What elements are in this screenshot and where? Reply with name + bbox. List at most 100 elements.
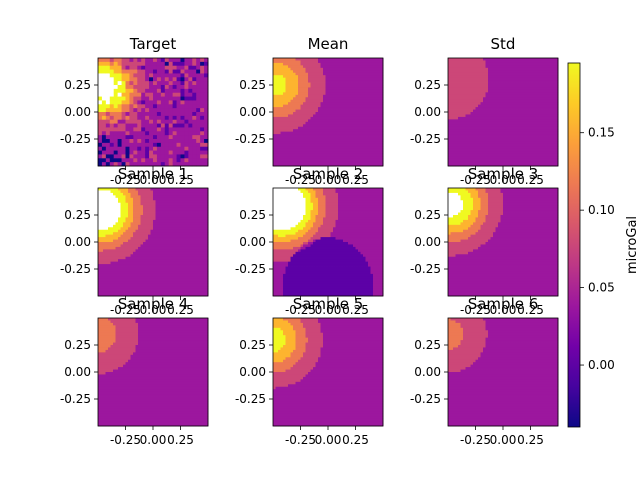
heatmap-cell (103, 190, 106, 194)
heatmap-cell (505, 89, 509, 93)
heatmap-cell (343, 77, 346, 81)
heatmap-cell (335, 126, 339, 130)
heatmap-cell (475, 143, 479, 147)
heatmap-cell (463, 146, 466, 150)
heatmap-cell (293, 158, 296, 162)
heatmap-cell (298, 116, 301, 120)
heatmap-cell (365, 104, 369, 108)
heatmap-cell (378, 129, 381, 133)
heatmap-cell (313, 75, 316, 79)
heatmap-cell (298, 94, 301, 98)
heatmap-cell (525, 151, 529, 155)
heatmap-cell (455, 107, 459, 110)
heatmap-cell (485, 82, 489, 86)
heatmap-cell (300, 94, 304, 98)
heatmap-cell (503, 126, 506, 130)
heatmap-cell (485, 60, 489, 64)
heatmap-cell (315, 148, 319, 152)
heatmap-cell (325, 75, 329, 79)
heatmap-cell (113, 207, 116, 211)
heatmap-cell (164, 58, 170, 63)
heatmap-cell (303, 124, 306, 128)
heatmap-cell (448, 151, 451, 155)
heatmap-cell (335, 85, 339, 88)
heatmap-cell (505, 80, 509, 83)
heatmap-cell (465, 116, 469, 120)
heatmap-cell (305, 119, 309, 123)
heatmap-cell (360, 75, 364, 79)
heatmap-cell (280, 97, 284, 101)
heatmap-cell (288, 85, 291, 88)
heatmap-cell (525, 161, 529, 164)
heatmap-cell (333, 97, 336, 101)
heatmap-cell (280, 87, 284, 91)
heatmap-cell (495, 104, 499, 108)
heatmap-cell (363, 82, 366, 86)
heatmap-cell (453, 80, 456, 83)
heatmap-cell (505, 70, 509, 74)
heatmap-cell (555, 85, 559, 88)
heatmap-cell (508, 87, 511, 91)
heatmap-cell (172, 123, 177, 128)
heatmap-cell (550, 94, 554, 98)
heatmap-cell (490, 129, 494, 133)
heatmap-cell (172, 108, 177, 113)
heatmap-cell (98, 73, 103, 78)
heatmap-cell (168, 73, 174, 78)
heatmap-cell (192, 127, 197, 132)
heatmap-cell (105, 104, 111, 109)
heatmap-cell (373, 82, 376, 86)
heatmap-cell (98, 286, 101, 290)
heatmap-cell (330, 116, 334, 120)
heatmap-cell (525, 58, 529, 61)
heatmap-cell (153, 135, 158, 140)
heatmap-cell (458, 114, 461, 118)
heatmap-cell (275, 89, 279, 93)
heatmap-cell (478, 161, 481, 164)
heatmap-cell (109, 88, 115, 94)
heatmap-cell (463, 60, 466, 64)
heatmap-cell (508, 114, 511, 118)
heatmap-cell (275, 116, 279, 120)
heatmap-cell (515, 134, 519, 137)
heatmap-cell (204, 154, 209, 159)
heatmap-cell (275, 124, 279, 128)
heatmap-cell (478, 85, 481, 88)
heatmap-cell (355, 70, 359, 74)
heatmap-cell (320, 67, 324, 71)
heatmap-cell (285, 82, 289, 86)
heatmap-cell (538, 158, 541, 162)
heatmap-cell (290, 109, 294, 113)
heatmap-cell (176, 65, 181, 70)
heatmap-cell (465, 97, 469, 101)
heatmap-cell (375, 139, 379, 142)
heatmap-cell (470, 124, 474, 128)
heatmap-cell (380, 99, 384, 103)
heatmap-cell (523, 134, 526, 137)
heatmap-cell (355, 82, 359, 86)
heatmap-cell (520, 151, 524, 155)
heatmap-cell (458, 94, 461, 98)
heatmap-cell (290, 87, 294, 91)
heatmap-cell (325, 92, 329, 96)
heatmap-cell (280, 104, 284, 108)
heatmap-cell (380, 131, 384, 135)
heatmap-cell (313, 131, 316, 135)
heatmap-cell (545, 60, 549, 64)
heatmap-cell (133, 92, 138, 97)
heatmap-cell (308, 116, 311, 120)
heatmap-cell (495, 89, 499, 93)
heatmap-cell (365, 143, 369, 147)
heatmap-cell (315, 92, 319, 96)
heatmap-cell (160, 58, 166, 63)
heatmap-cell (275, 104, 279, 108)
heatmap-cell (493, 129, 496, 133)
heatmap-cell (300, 109, 304, 113)
heatmap-cell (538, 148, 541, 152)
heatmap-cell (348, 141, 351, 145)
heatmap-cell (145, 154, 150, 159)
heatmap-cell (295, 148, 299, 152)
heatmap-cell (535, 124, 539, 128)
heatmap-cell (308, 153, 311, 157)
heatmap-cell (543, 112, 546, 115)
